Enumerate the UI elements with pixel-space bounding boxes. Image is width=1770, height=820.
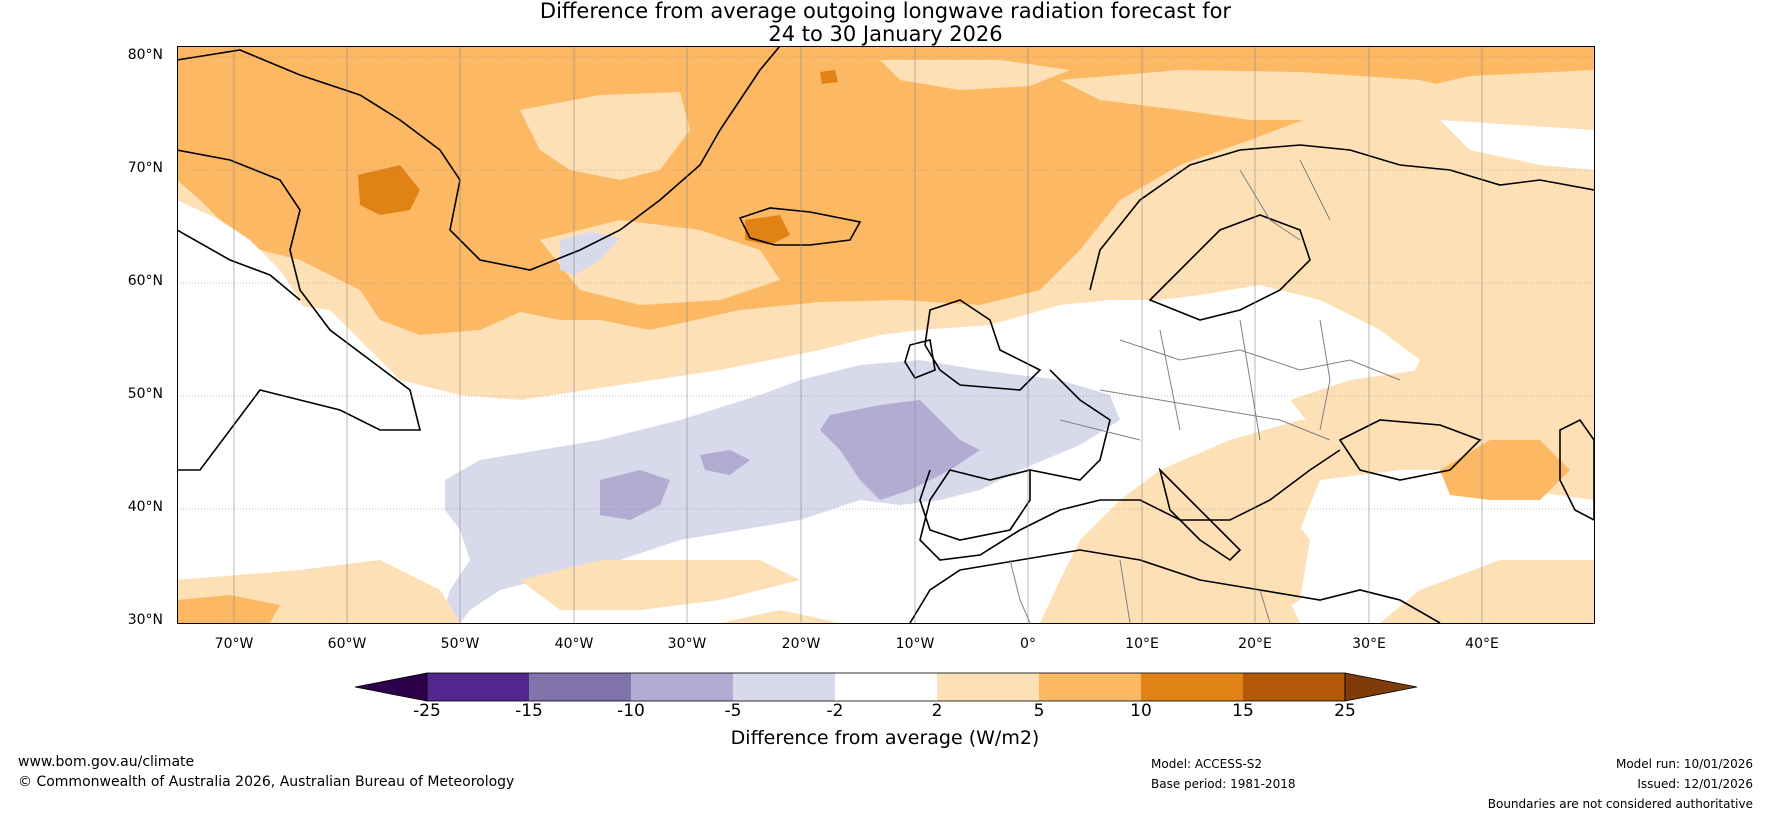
anomaly-area-neutral-labrador <box>177 200 320 370</box>
coastline-caspian <box>1559 418 1594 521</box>
chart-title-line1: Difference from average outgoing longwav… <box>539 0 1232 23</box>
coastline-labrador <box>177 229 301 301</box>
footer-copyright: © Commonwealth of Australia 2026, Austra… <box>18 774 515 790</box>
border-line <box>1159 329 1181 431</box>
coastline-iceland <box>738 207 862 246</box>
colorbar-segment <box>529 673 631 701</box>
lon-label: 60°W <box>327 636 367 652</box>
colorbar-tick-label: -2 <box>826 701 844 721</box>
lat-label: 40°N <box>127 499 163 515</box>
coastline-black-sea <box>1338 419 1482 481</box>
anomaly-area-lavender-greenland <box>560 232 620 275</box>
colorbar-tick-label: 5 <box>1033 701 1045 721</box>
coastline-africa <box>909 549 1441 623</box>
colorbar-tick-label: -15 <box>515 701 543 721</box>
coastline-iberia <box>919 469 1031 541</box>
colorbar-segment <box>427 673 529 701</box>
lon-label: 40°W <box>554 636 594 652</box>
colorbar-tick-label: 2 <box>931 701 943 721</box>
colorbar-segment <box>1141 673 1243 701</box>
colorbar-segment <box>631 673 733 701</box>
colorbar-tick-label: 15 <box>1232 701 1254 721</box>
footer-disclaimer: Boundaries are not considered authoritat… <box>1487 797 1753 811</box>
lon-label: 50°W <box>440 636 480 652</box>
meridians <box>233 46 1483 623</box>
anomaly-area-lavender <box>440 360 1120 623</box>
anomaly-area-neutral-northeast <box>1440 120 1594 170</box>
colorbar-tick-label: 25 <box>1334 701 1356 721</box>
coastline-italy <box>1158 467 1242 562</box>
coastline-ireland <box>904 339 936 379</box>
lon-label: 30°E <box>1352 636 1386 652</box>
colorbar-tick-label: -25 <box>413 701 441 721</box>
anomaly-area-orange-caspian <box>1440 440 1570 500</box>
border-line <box>1239 319 1261 441</box>
colorbar-segment <box>835 673 937 701</box>
border-line <box>1009 559 1031 623</box>
lon-label: 20°W <box>781 636 821 652</box>
colorbar-frame <box>426 672 1346 702</box>
lat-label: 60°N <box>127 273 163 289</box>
colorbar-segment <box>733 673 835 701</box>
border-line <box>1319 319 1331 431</box>
colorbar-tick-label: -10 <box>617 701 645 721</box>
anomaly-area-purple-2 <box>600 470 670 520</box>
colorbar-label: Difference from average (W/m2) <box>730 727 1040 749</box>
anomaly-area-light-orange-south2 <box>520 560 800 610</box>
footer-model-run: Model run: 10/01/2026 <box>1615 757 1753 771</box>
colorbar-under-arrow <box>354 672 428 702</box>
anomaly-area-neutral-east <box>1280 470 1594 623</box>
chart-title-line2: 24 to 30 January 2026 <box>768 22 1003 46</box>
anomaly-area-dark-orange-iceland <box>745 215 790 245</box>
footer-issued: Issued: 12/01/2026 <box>1637 777 1753 791</box>
colorbar-segment <box>1039 673 1141 701</box>
lat-label: 80°N <box>127 47 163 63</box>
coastline-europe <box>919 369 1341 561</box>
border-line <box>1239 169 1301 241</box>
gridlines <box>177 56 1594 510</box>
anomaly-area-light-north-1 <box>520 92 690 180</box>
anomaly-area-purple-3 <box>700 450 750 475</box>
border-line <box>1099 389 1331 441</box>
colorbar-segment <box>937 673 1039 701</box>
lat-label: 50°N <box>127 386 163 402</box>
colorbar-tick-label: 10 <box>1130 701 1152 721</box>
border-line <box>1119 339 1401 381</box>
lat-label: 70°N <box>127 160 163 176</box>
coastline-greenland <box>177 46 781 271</box>
footer-website[interactable]: www.bom.gov.au/climate <box>18 754 195 770</box>
coastline-canada <box>177 149 422 471</box>
lat-label: 30°N <box>127 612 163 628</box>
colorbar-tick-label: -5 <box>724 701 742 721</box>
lon-label: 0° <box>1020 636 1036 652</box>
colorbar-over-arrow <box>1344 672 1418 702</box>
lon-label: 70°W <box>214 636 254 652</box>
colorbar <box>354 672 1418 702</box>
chart-title: Difference from average outgoing longwav… <box>177 0 1594 46</box>
border-line <box>1119 559 1131 623</box>
lon-label: 30°W <box>667 636 707 652</box>
anomaly-area-light-north-3 <box>880 60 1070 90</box>
lon-label: 40°E <box>1465 636 1499 652</box>
anomaly-field <box>177 46 1594 623</box>
lon-label: 10°W <box>895 636 935 652</box>
footer-model: Model: ACCESS-S2 <box>1151 757 1263 771</box>
anomaly-area-dark-orange-ne <box>820 70 838 84</box>
anomaly-area-orange-south <box>177 595 280 623</box>
anomaly-area-dark-orange-greenland <box>358 165 420 215</box>
coastlines <box>177 46 1594 623</box>
lon-label: 10°E <box>1125 636 1159 652</box>
coastline-baltic <box>1148 214 1311 321</box>
border-line <box>1059 419 1141 441</box>
lon-label: 20°E <box>1238 636 1272 652</box>
border-line <box>1259 589 1271 623</box>
country-borders <box>1009 159 1401 623</box>
anomaly-area-purple-1 <box>820 400 980 500</box>
colorbar-segment <box>1243 673 1345 701</box>
footer-base-period: Base period: 1981-2018 <box>1151 777 1296 791</box>
coastline-scandinavia <box>1089 144 1594 291</box>
